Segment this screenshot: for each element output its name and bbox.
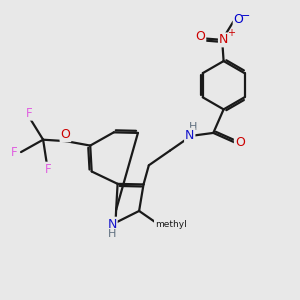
Text: O: O [235, 136, 245, 149]
Text: +: + [227, 28, 235, 38]
Text: N: N [185, 129, 194, 142]
Text: F: F [11, 146, 18, 159]
Text: N: N [219, 33, 228, 46]
Text: H: H [188, 122, 197, 132]
Text: −: − [241, 11, 250, 21]
Text: O: O [61, 128, 70, 141]
Text: F: F [45, 163, 51, 176]
Text: O: O [195, 29, 205, 43]
Text: N: N [107, 218, 117, 231]
Text: O: O [234, 13, 244, 26]
Text: H: H [108, 229, 116, 239]
Text: methyl: methyl [155, 220, 187, 229]
Text: F: F [26, 107, 33, 120]
